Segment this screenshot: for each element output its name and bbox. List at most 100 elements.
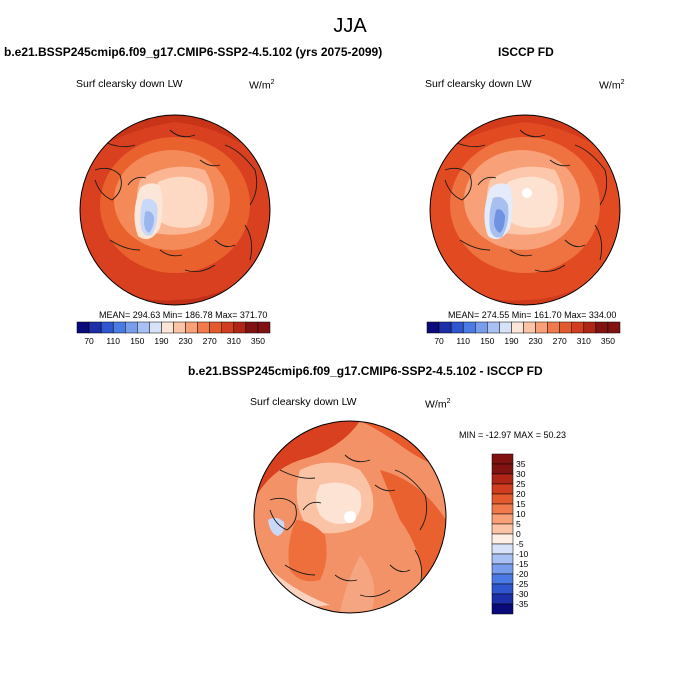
right-panel-title: ISCCP FD [498,45,554,59]
main-title: JJA [333,15,367,37]
colorbar-tick-label: 20 [516,489,526,499]
diff-units: W/m2 [425,398,451,411]
diff-map-border [253,420,447,614]
colorbar-tick-label: 270 [553,336,567,346]
colorbar-tick-label: 270 [203,336,217,346]
colorbar-tick-label: 230 [528,336,542,346]
colorbar-box [583,321,597,334]
colorbar-box [523,321,536,334]
colorbar-box [233,321,247,334]
colorbar-box [491,553,514,565]
diff-panel-title: b.e21.BSSP245cmip6.f09_g17.CMIP6-SSP2-4.… [188,364,543,378]
colorbar-tick-label: 35 [516,459,526,469]
diff-stats: MIN = -12.97 MAX = 50.23 [459,430,567,440]
colorbar-box [491,463,514,475]
colorbar-tick-label: 0 [516,529,521,539]
colorbar-box [112,321,126,334]
colorbar-tick-label: 190 [154,336,168,346]
colorbar-box [76,321,90,334]
colorbar-box [511,321,524,334]
colorbar-box [137,321,150,334]
colorbar-box [173,321,186,334]
colorbar-box [221,321,235,334]
left-map-border [79,114,271,306]
colorbar-box [547,321,560,334]
colorbar-box [491,523,514,535]
colorbar-box [491,573,514,585]
colorbar-box [491,533,514,545]
right-variable-label: Surf clearsky down LW [425,78,532,90]
right-colorbar: 70 110 150 190 230 270 310 350 [426,321,621,346]
right-stats: MEAN= 274.55 Min= 161.70 Max= 334.00 [448,310,617,320]
colorbar-tick-label: 110 [456,336,470,346]
diff-variable-label: Surf clearsky down LW [250,396,357,408]
colorbar-box [607,321,621,334]
colorbar-box [149,321,162,334]
left-colorbar: 70 110 150 190 230 270 310 350 [76,321,271,346]
colorbar-box [100,321,114,334]
colorbar-box [245,321,259,334]
colorbar-tick-label: 230 [178,336,192,346]
colorbar-box [491,593,514,605]
colorbar-tick-label: 310 [577,336,591,346]
colorbar-box [491,563,514,575]
colorbar-tick-label: -35 [516,599,529,609]
left-units: W/m2 [249,79,275,92]
colorbar-tick-label: 10 [516,509,526,519]
colorbar-tick-label: 25 [516,479,526,489]
colorbar-box [491,453,514,465]
colorbar-tick-label: 15 [516,499,526,509]
colorbar-box [487,321,500,334]
colorbar-box [559,321,573,334]
colorbar-tick-label: -10 [516,549,529,559]
colorbar-tick-label: -20 [516,569,529,579]
colorbar-box [209,321,223,334]
colorbar-tick-label: -15 [516,559,529,569]
colorbar-box [450,321,464,334]
colorbar-box [491,603,514,615]
colorbar-tick-label: 110 [106,336,120,346]
right-map-border [429,114,621,306]
colorbar-tick-label: 150 [480,336,494,346]
colorbar-box [88,321,102,334]
colorbar-box [491,543,514,555]
colorbar-box [257,321,271,334]
diff-map [254,421,446,613]
left-panel-title: b.e21.BSSP245cmip6.f09_g17.CMIP6-SSP2-4.… [4,45,383,59]
colorbar-box [491,493,514,505]
colorbar-tick-label: 5 [516,519,521,529]
colorbar-box [438,321,452,334]
colorbar-box [426,321,440,334]
colorbar-box [499,321,512,334]
colorbar-box [185,321,198,334]
colorbar-tick-label: 350 [251,336,265,346]
left-variable-label: Surf clearsky down LW [76,78,183,90]
colorbar-tick-label: 70 [84,336,94,346]
left-stats: MEAN= 294.63 Min= 186.78 Max= 371.70 [99,310,268,320]
colorbar-tick-label: 310 [227,336,241,346]
left-map [80,115,270,305]
right-units: W/m2 [599,79,625,92]
colorbar-tick-label: 190 [504,336,518,346]
colorbar-tick-label: 70 [434,336,444,346]
colorbar-tick-label: 350 [601,336,615,346]
colorbar-tick-label: -30 [516,589,529,599]
colorbar-box [595,321,609,334]
colorbar-box [491,503,514,515]
colorbar-box [491,583,514,595]
colorbar-box [491,473,514,485]
colorbar-box [197,321,210,334]
colorbar-box [161,321,174,334]
colorbar-tick-label: -5 [516,539,524,549]
colorbar-box [535,321,548,334]
colorbar-tick-label: 30 [516,469,526,479]
colorbar-box [462,321,476,334]
colorbar-box [491,483,514,495]
colorbar-box [475,321,488,334]
colorbar-tick-label: 150 [130,336,144,346]
colorbar-box [571,321,585,334]
right-map [430,115,620,305]
colorbar-box [125,321,138,334]
